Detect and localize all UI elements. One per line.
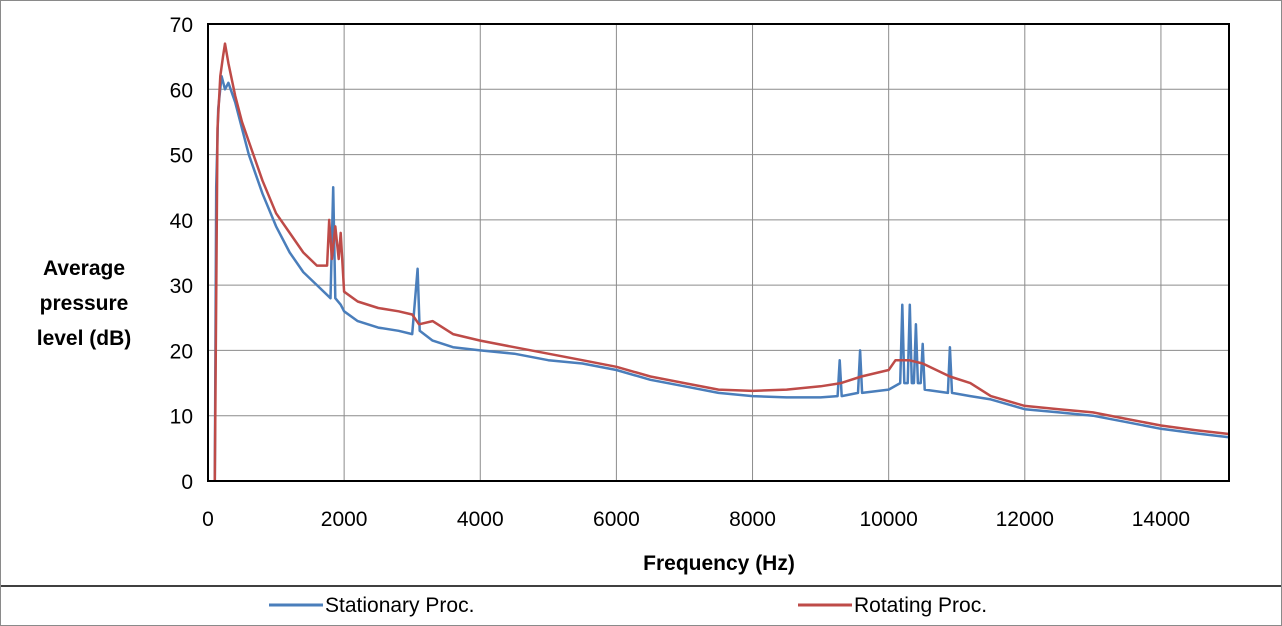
x-tick-label: 10000 [859,508,917,531]
x-tick-label: 4000 [457,508,504,531]
y-tick-label: 60 [170,79,193,102]
y-tick-label: 20 [170,340,193,363]
y-axis-title-line-3: level (dB) [37,327,132,350]
x-axis-title: Frequency (Hz) [643,552,795,575]
y-tick-label: 30 [170,275,193,298]
x-tick-label: 12000 [996,508,1054,531]
x-tick-label: 0 [202,508,214,531]
y-tick-label: 70 [170,14,193,37]
y-axis-ticks: 0 10 20 30 40 50 60 70 [170,14,193,494]
x-tick-label: 6000 [593,508,640,531]
x-axis-ticks: 0 2000 4000 6000 8000 10000 12000 14000 [202,508,1190,531]
y-axis-title-line-1: Average [43,257,125,280]
grid [207,23,1229,482]
series-layer [213,42,1230,482]
legend-label-stationary: Stationary Proc. [325,594,474,617]
series-line-rotating [213,42,1230,482]
x-tick-label: 8000 [729,508,776,531]
plot-area-border [207,23,1230,482]
legend: Stationary Proc. Rotating Proc. [269,594,987,617]
series-line-stationary [213,74,1230,482]
y-tick-label: 10 [170,406,193,429]
legend-label-rotating: Rotating Proc. [854,594,987,617]
y-tick-label: 50 [170,145,193,168]
y-tick-label: 0 [181,471,193,494]
y-axis-title-line-2: pressure [40,292,129,315]
x-tick-label: 14000 [1132,508,1190,531]
x-tick-label: 2000 [321,508,368,531]
y-tick-label: 40 [170,210,193,233]
